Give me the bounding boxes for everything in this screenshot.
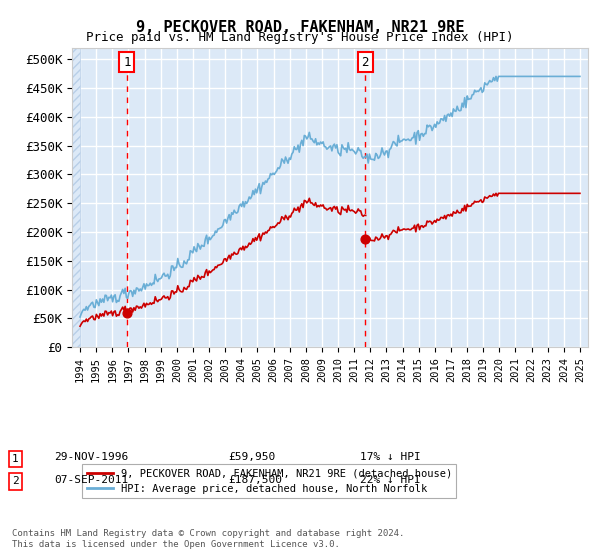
Text: Contains HM Land Registry data © Crown copyright and database right 2024.
This d: Contains HM Land Registry data © Crown c… <box>12 529 404 549</box>
Text: 1: 1 <box>12 454 19 464</box>
Text: 9, PECKOVER ROAD, FAKENHAM, NR21 9RE: 9, PECKOVER ROAD, FAKENHAM, NR21 9RE <box>136 20 464 35</box>
Text: 1: 1 <box>123 55 131 68</box>
Text: 17% ↓ HPI: 17% ↓ HPI <box>360 452 421 463</box>
Text: 29-NOV-1996: 29-NOV-1996 <box>54 452 128 463</box>
Text: 22% ↓ HPI: 22% ↓ HPI <box>360 475 421 485</box>
Text: £59,950: £59,950 <box>228 452 275 463</box>
Legend: 9, PECKOVER ROAD, FAKENHAM, NR21 9RE (detached house), HPI: Average price, detac: 9, PECKOVER ROAD, FAKENHAM, NR21 9RE (de… <box>82 464 457 498</box>
Text: 2: 2 <box>361 55 369 68</box>
Text: Price paid vs. HM Land Registry's House Price Index (HPI): Price paid vs. HM Land Registry's House … <box>86 31 514 44</box>
Text: £187,500: £187,500 <box>228 475 282 485</box>
Text: 07-SEP-2011: 07-SEP-2011 <box>54 475 128 485</box>
Point <box>361 235 370 244</box>
Point <box>122 308 132 317</box>
Text: 2: 2 <box>12 477 19 487</box>
